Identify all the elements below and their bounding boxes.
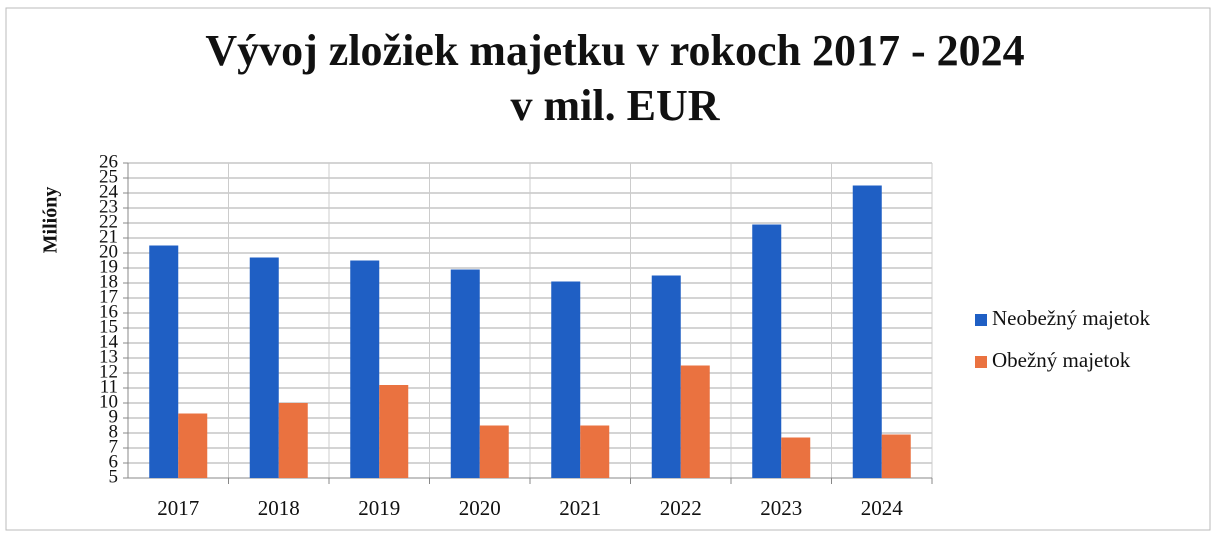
chart-title: v mil. EUR	[511, 81, 721, 130]
y-tick-label: 8	[109, 421, 119, 442]
y-tick-label: 26	[99, 151, 118, 172]
bar	[580, 425, 610, 478]
y-tick-label: 6	[109, 451, 119, 472]
y-tick-label: 12	[99, 361, 118, 382]
y-tick-label: 24	[99, 181, 119, 202]
x-tick-label: 2020	[459, 496, 501, 520]
bar	[149, 245, 179, 478]
y-tick-label: 17	[99, 286, 118, 307]
legend-label: Obežný majetok	[992, 348, 1131, 372]
y-tick-label: 19	[99, 256, 118, 277]
x-tick-label: 2023	[760, 496, 802, 520]
x-tick-label: 2018	[258, 496, 300, 520]
y-tick-label: 7	[109, 436, 119, 457]
legend-swatch	[975, 356, 987, 368]
x-tick-label: 2019	[358, 496, 400, 520]
legend-label: Neobežný majetok	[992, 306, 1151, 330]
bar	[350, 260, 380, 478]
y-tick-label: 20	[99, 241, 118, 262]
bar	[752, 224, 782, 478]
x-tick-label: 2021	[559, 496, 601, 520]
chart-title: Vývoj zložiek majetku v rokoch 2017 - 20…	[205, 26, 1024, 75]
y-tick-label: 10	[99, 391, 118, 412]
bar	[781, 437, 811, 478]
y-tick-label: 11	[100, 376, 118, 397]
y-axis-label: Milióny	[40, 187, 62, 254]
legend-swatch	[975, 314, 987, 326]
bar	[852, 185, 882, 478]
bar	[178, 413, 208, 478]
y-tick-label: 21	[99, 226, 118, 247]
y-tick-label: 18	[99, 271, 118, 292]
bar	[881, 434, 911, 478]
bar	[278, 403, 308, 478]
y-tick-label: 14	[99, 331, 119, 352]
y-tick-label: 25	[99, 166, 118, 187]
y-tick-label: 23	[99, 196, 118, 217]
x-tick-label: 2024	[861, 496, 904, 520]
bar	[379, 385, 409, 478]
y-tick-label: 13	[99, 346, 118, 367]
x-tick-label: 2017	[157, 496, 199, 520]
bar	[450, 269, 480, 478]
y-tick-label: 22	[99, 211, 118, 232]
bar	[680, 365, 710, 478]
y-tick-label: 9	[109, 406, 119, 427]
y-tick-label: 15	[99, 316, 118, 337]
y-tick-label: 16	[99, 301, 118, 322]
bar	[551, 281, 581, 478]
y-tick-label: 5	[109, 466, 119, 487]
bar	[479, 425, 509, 478]
bar	[249, 257, 279, 478]
x-tick-label: 2022	[660, 496, 702, 520]
bar	[651, 275, 681, 478]
